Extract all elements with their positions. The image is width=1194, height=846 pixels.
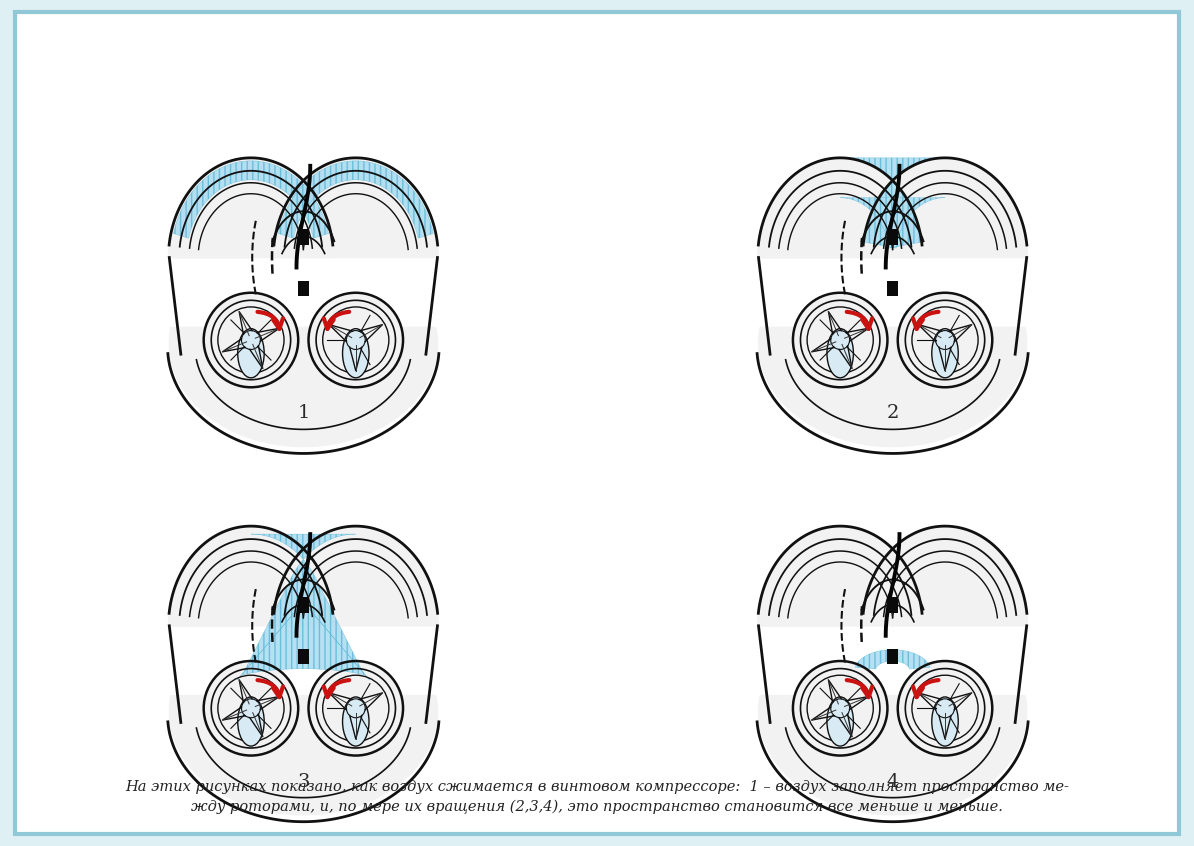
Polygon shape (168, 526, 333, 626)
Ellipse shape (931, 697, 959, 746)
Text: жду роторами, и, по мере их вращения (2,3,4), это пространство становится все ме: жду роторами, и, по мере их вращения (2,… (191, 799, 1003, 814)
Ellipse shape (827, 329, 854, 378)
Bar (887, 229, 898, 244)
Circle shape (346, 699, 365, 717)
Circle shape (936, 331, 954, 349)
Polygon shape (170, 327, 437, 447)
Polygon shape (758, 695, 1027, 815)
Text: 3: 3 (297, 772, 309, 790)
Polygon shape (758, 327, 1027, 447)
Circle shape (203, 660, 300, 756)
Ellipse shape (343, 329, 369, 378)
Polygon shape (273, 158, 438, 257)
Circle shape (308, 292, 404, 388)
Bar (887, 597, 898, 613)
FancyBboxPatch shape (14, 12, 1180, 834)
Ellipse shape (238, 329, 264, 378)
Bar (298, 229, 308, 244)
Polygon shape (173, 161, 328, 239)
Circle shape (897, 660, 993, 756)
Text: 2: 2 (886, 404, 899, 422)
Text: 4: 4 (886, 772, 899, 790)
Polygon shape (841, 158, 944, 248)
Ellipse shape (931, 329, 959, 378)
Ellipse shape (343, 697, 369, 746)
Polygon shape (758, 158, 923, 257)
Circle shape (831, 699, 850, 717)
Circle shape (897, 292, 993, 388)
Ellipse shape (238, 697, 264, 746)
Ellipse shape (827, 697, 854, 746)
Circle shape (831, 331, 850, 349)
Circle shape (241, 699, 260, 717)
Bar (298, 649, 308, 664)
Circle shape (346, 331, 365, 349)
Circle shape (241, 331, 260, 349)
Polygon shape (862, 158, 1028, 257)
Circle shape (936, 699, 954, 717)
Text: 1: 1 (297, 404, 309, 422)
Bar (298, 281, 308, 296)
Circle shape (308, 660, 404, 756)
Polygon shape (758, 526, 923, 626)
Polygon shape (273, 526, 438, 626)
Polygon shape (855, 650, 930, 669)
Circle shape (792, 292, 888, 388)
Polygon shape (170, 695, 437, 815)
Circle shape (792, 660, 888, 756)
Polygon shape (278, 161, 433, 239)
Bar (887, 281, 898, 296)
Polygon shape (168, 158, 333, 257)
Bar (887, 649, 898, 664)
Text: На этих рисунках показано, как воздух сжимается в винтовом компрессоре:  1 – воз: На этих рисунках показано, как воздух сж… (125, 780, 1069, 794)
Polygon shape (238, 534, 369, 680)
Bar (298, 597, 308, 613)
Circle shape (203, 292, 300, 388)
Polygon shape (862, 526, 1028, 626)
